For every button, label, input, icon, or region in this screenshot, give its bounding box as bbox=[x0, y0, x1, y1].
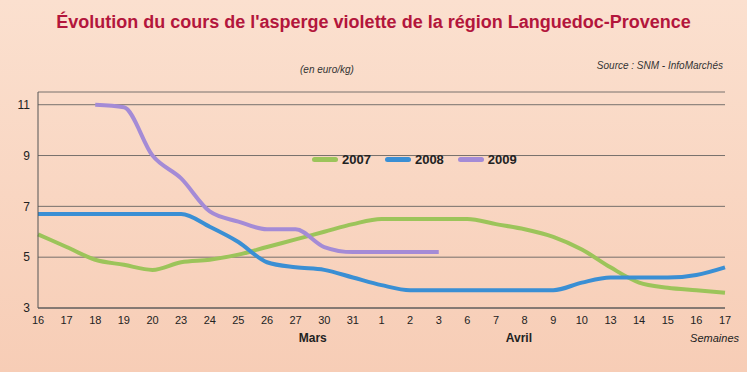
svg-text:25: 25 bbox=[232, 314, 244, 326]
html-text:Évolution du cours de l'asperg: Évolution du cours de l'asperge violette… bbox=[56, 12, 691, 32]
html-text:(en euro/kg): (en euro/kg) bbox=[300, 64, 354, 75]
svg-text:11: 11 bbox=[18, 98, 31, 112]
svg-text:17: 17 bbox=[719, 314, 731, 326]
svg-text:20: 20 bbox=[146, 314, 158, 326]
svg-text:31: 31 bbox=[347, 314, 359, 326]
svg-text:10: 10 bbox=[576, 314, 588, 326]
svg-text:7: 7 bbox=[493, 314, 499, 326]
svg-text:1: 1 bbox=[378, 314, 384, 326]
svg-text:24: 24 bbox=[204, 314, 216, 326]
svg-text:3: 3 bbox=[23, 301, 30, 315]
svg-text:26: 26 bbox=[261, 314, 273, 326]
svg-text:6: 6 bbox=[464, 314, 470, 326]
html-text:Source : SNM - InfoMarchés: Source : SNM - InfoMarchés bbox=[596, 60, 723, 71]
svg-text:13: 13 bbox=[604, 314, 616, 326]
svg-text:16: 16 bbox=[690, 314, 702, 326]
html-text:2007: 2007 bbox=[342, 152, 371, 167]
html-text:2008: 2008 bbox=[414, 152, 444, 167]
svg-text:15: 15 bbox=[662, 314, 674, 326]
svg-text:18: 18 bbox=[89, 314, 101, 326]
svg-text:27: 27 bbox=[290, 314, 302, 326]
svg-text:14: 14 bbox=[633, 314, 645, 326]
html-text:Semaines: Semaines bbox=[690, 332, 739, 344]
html-text:Avril: Avril bbox=[505, 331, 532, 345]
html-text:Mars: Mars bbox=[298, 331, 327, 345]
svg-text:23: 23 bbox=[175, 314, 187, 326]
svg-text:3: 3 bbox=[436, 314, 442, 326]
svg-text:8: 8 bbox=[522, 314, 528, 326]
svg-text:17: 17 bbox=[61, 314, 73, 326]
svg-text:19: 19 bbox=[118, 314, 130, 326]
svg-text:16: 16 bbox=[32, 314, 44, 326]
svg-text:7: 7 bbox=[23, 200, 30, 214]
svg-text:9: 9 bbox=[550, 314, 556, 326]
html-text:2009: 2009 bbox=[487, 152, 517, 167]
svg-text:30: 30 bbox=[318, 314, 330, 326]
svg-text:2: 2 bbox=[407, 314, 413, 326]
svg-text:5: 5 bbox=[23, 250, 30, 264]
svg-text:9: 9 bbox=[23, 149, 30, 163]
